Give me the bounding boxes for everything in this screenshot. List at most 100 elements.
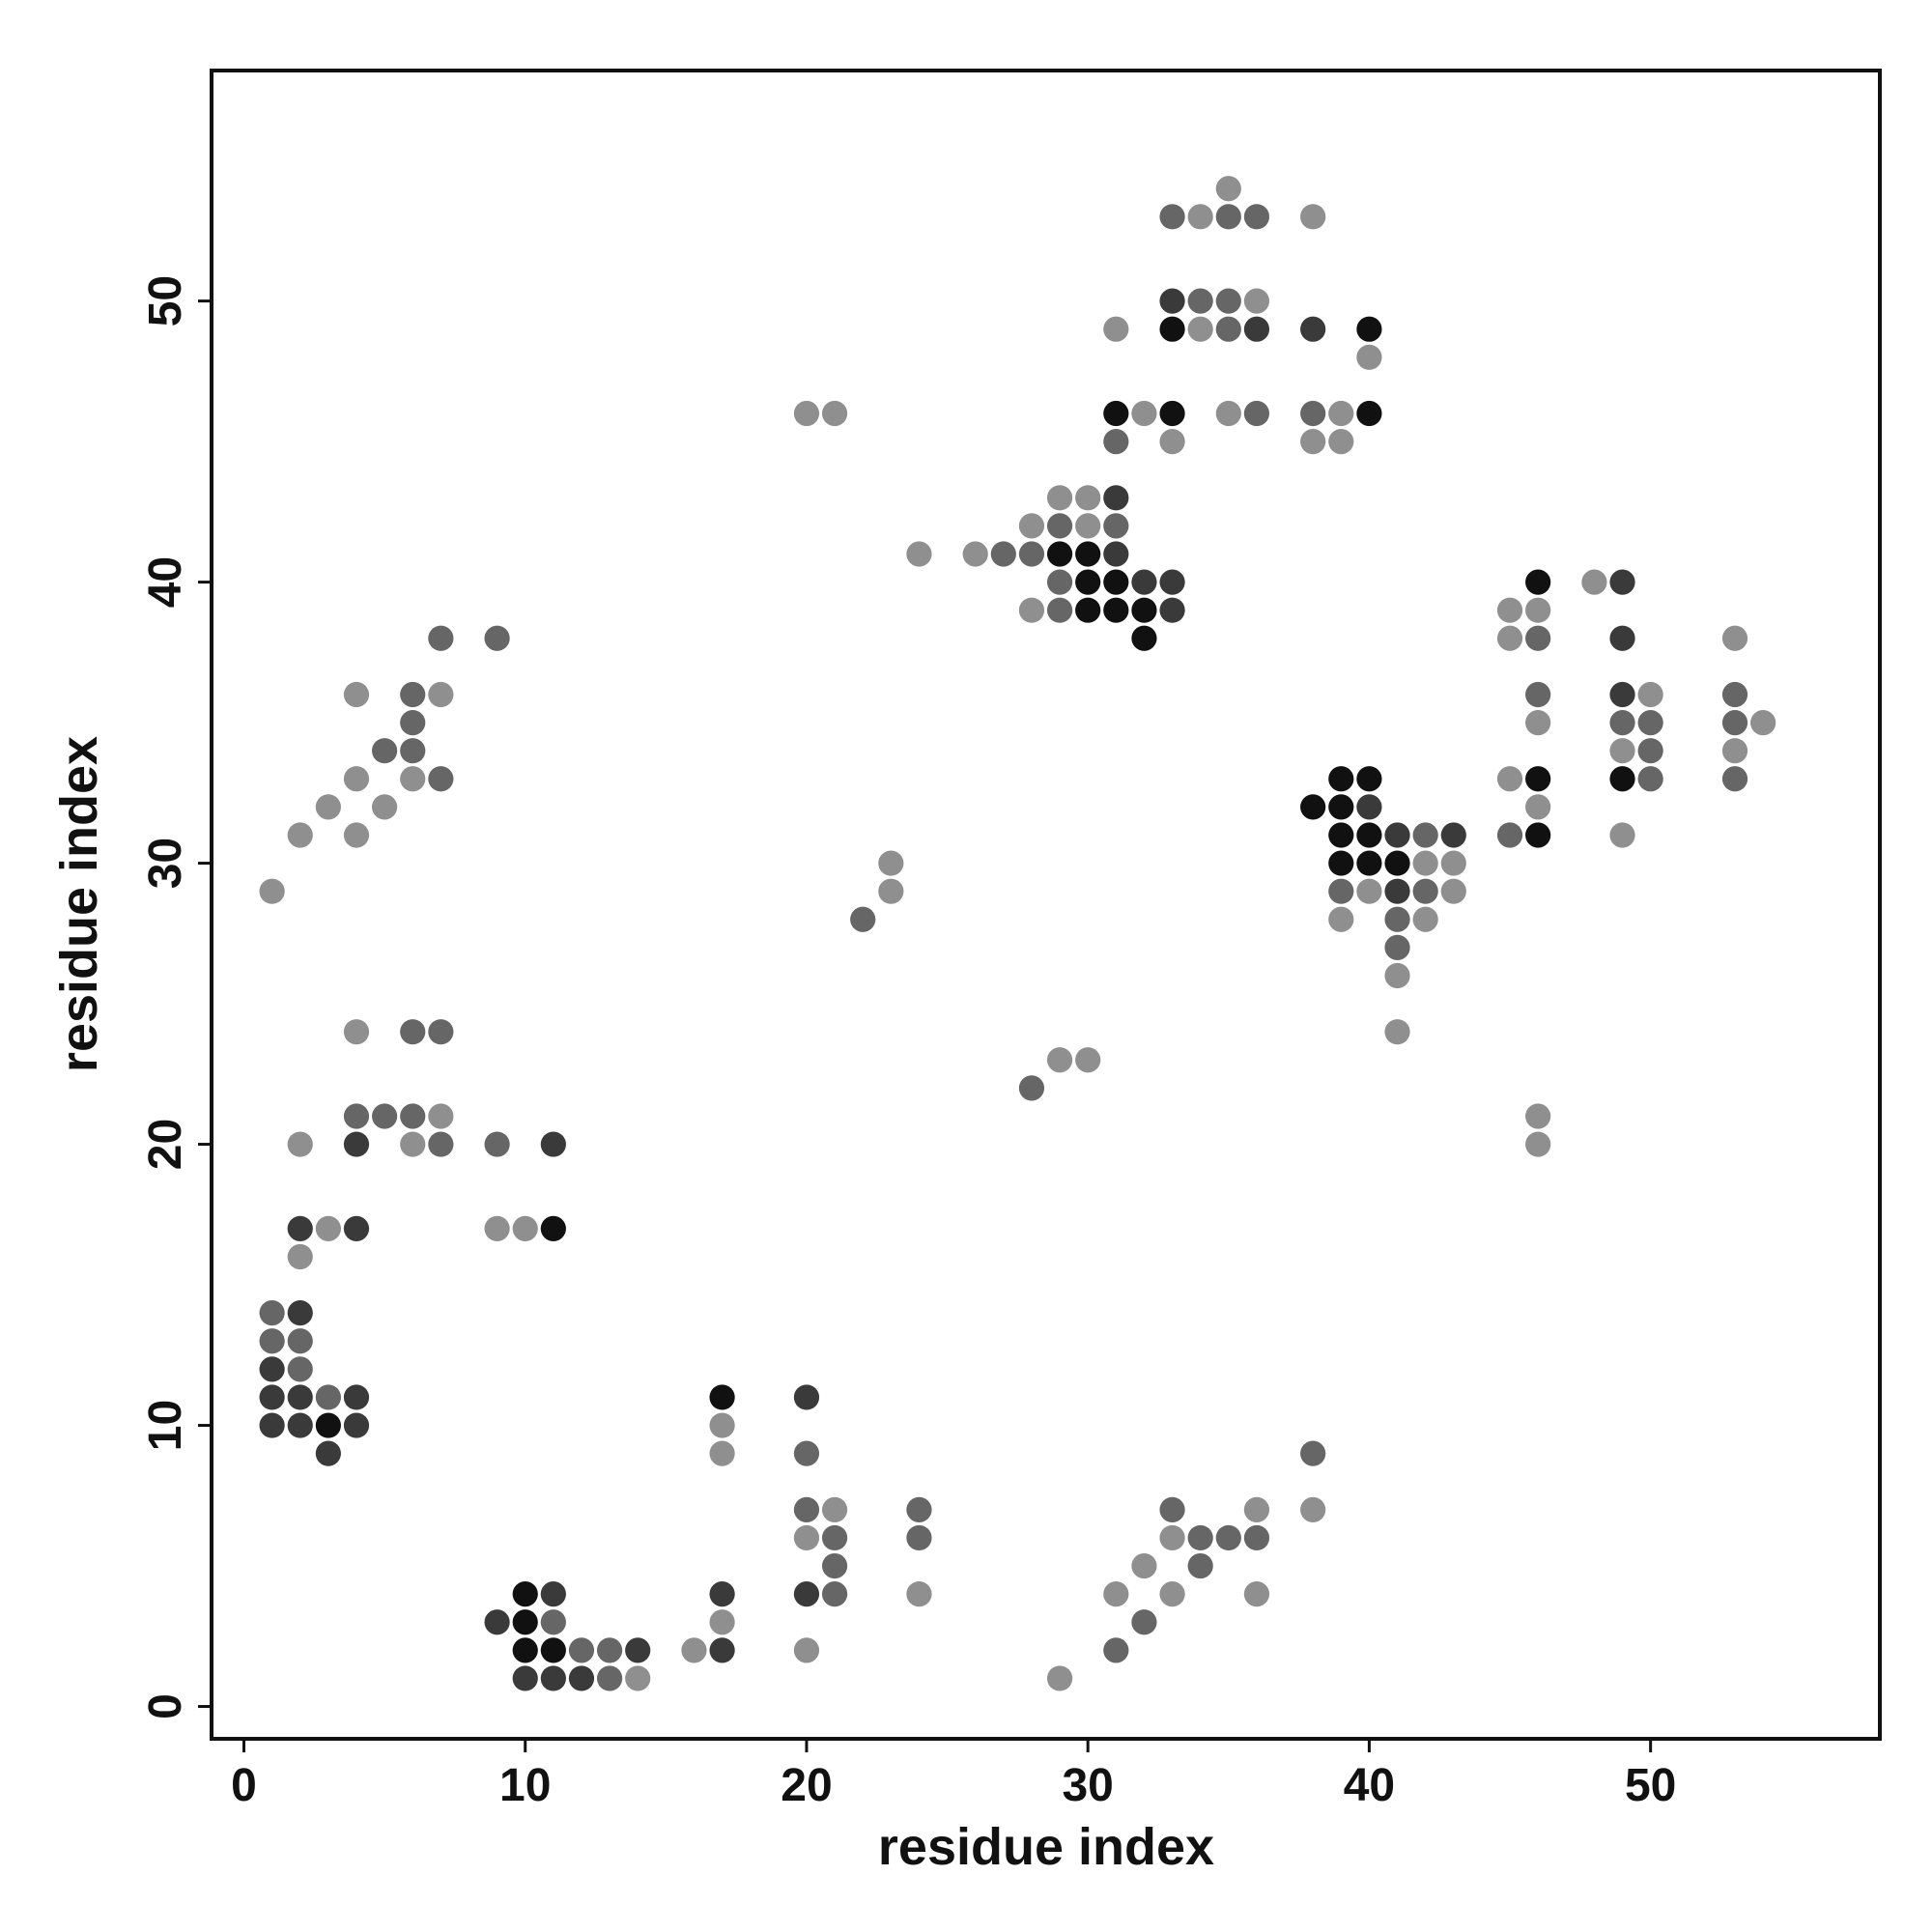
- point: [1131, 1552, 1157, 1579]
- point: [1075, 597, 1101, 623]
- point: [1018, 1075, 1045, 1101]
- point: [850, 906, 876, 932]
- point: [1384, 822, 1410, 848]
- point: [1384, 906, 1410, 932]
- point: [1412, 822, 1438, 848]
- point: [1046, 569, 1073, 595]
- point: [1384, 878, 1410, 904]
- point: [400, 709, 426, 736]
- point: [1103, 597, 1129, 623]
- point: [1328, 850, 1354, 876]
- point: [1412, 878, 1438, 904]
- point: [1525, 794, 1551, 820]
- point: [1721, 709, 1748, 736]
- point: [568, 1665, 595, 1691]
- point: [906, 1581, 932, 1607]
- point: [596, 1637, 623, 1663]
- point: [1496, 766, 1523, 792]
- point: [259, 1300, 285, 1326]
- point: [1609, 709, 1635, 736]
- point: [1496, 625, 1523, 651]
- point: [1018, 513, 1045, 539]
- point: [1075, 569, 1101, 595]
- point: [484, 1609, 510, 1635]
- point: [1525, 1103, 1551, 1129]
- point: [315, 1384, 341, 1410]
- point: [1103, 569, 1129, 595]
- point: [821, 400, 848, 427]
- point: [1103, 1581, 1129, 1607]
- point: [906, 541, 932, 567]
- x-tick-label: 10: [499, 1760, 551, 1811]
- point: [709, 1384, 735, 1410]
- point: [793, 1440, 820, 1466]
- point: [625, 1665, 651, 1691]
- point: [1609, 569, 1635, 595]
- point: [1750, 709, 1776, 736]
- point: [1018, 541, 1045, 567]
- point: [1046, 1047, 1073, 1073]
- point: [372, 794, 398, 820]
- point: [1159, 1581, 1185, 1607]
- point: [1609, 766, 1635, 792]
- point: [1300, 400, 1326, 427]
- point: [343, 1215, 370, 1241]
- point: [1075, 513, 1101, 539]
- point: [1131, 400, 1157, 427]
- point: [1046, 1665, 1073, 1691]
- point: [793, 1496, 820, 1522]
- point: [625, 1637, 651, 1663]
- point: [1300, 204, 1326, 230]
- y-tick-label: 40: [140, 556, 191, 608]
- point: [1103, 513, 1129, 539]
- point: [287, 822, 313, 848]
- point: [1356, 878, 1382, 904]
- point: [596, 1665, 623, 1691]
- point: [1440, 850, 1466, 876]
- point: [1187, 204, 1213, 230]
- point: [878, 878, 904, 904]
- point: [1412, 906, 1438, 932]
- point: [400, 681, 426, 708]
- point: [709, 1440, 735, 1466]
- point: [343, 1103, 370, 1129]
- x-tick-label: 0: [231, 1760, 257, 1811]
- point: [259, 1356, 285, 1382]
- point: [540, 1609, 566, 1635]
- point: [1384, 962, 1410, 989]
- point: [1328, 766, 1354, 792]
- point: [259, 1412, 285, 1438]
- point: [1103, 1637, 1129, 1663]
- point: [343, 1412, 370, 1438]
- point: [1721, 625, 1748, 651]
- point: [343, 1131, 370, 1157]
- point: [1046, 597, 1073, 623]
- point: [1243, 288, 1270, 314]
- point: [709, 1637, 735, 1663]
- point: [287, 1215, 313, 1241]
- point: [1215, 316, 1241, 342]
- point: [878, 850, 904, 876]
- point: [1525, 822, 1551, 848]
- point: [1215, 288, 1241, 314]
- point: [1525, 597, 1551, 623]
- point: [1243, 1496, 1270, 1522]
- point: [1356, 766, 1382, 792]
- x-tick-label: 20: [781, 1760, 832, 1811]
- point: [1525, 1131, 1551, 1157]
- point: [1356, 822, 1382, 848]
- point: [906, 1496, 932, 1522]
- point: [1525, 709, 1551, 736]
- point: [1496, 597, 1523, 623]
- point: [428, 766, 454, 792]
- point: [793, 1581, 820, 1607]
- point: [1159, 316, 1185, 342]
- point: [1187, 1524, 1213, 1551]
- point: [287, 1384, 313, 1410]
- point: [343, 1019, 370, 1045]
- point: [1159, 400, 1185, 427]
- point: [793, 1384, 820, 1410]
- point: [568, 1637, 595, 1663]
- point: [1609, 738, 1635, 764]
- point: [484, 1131, 510, 1157]
